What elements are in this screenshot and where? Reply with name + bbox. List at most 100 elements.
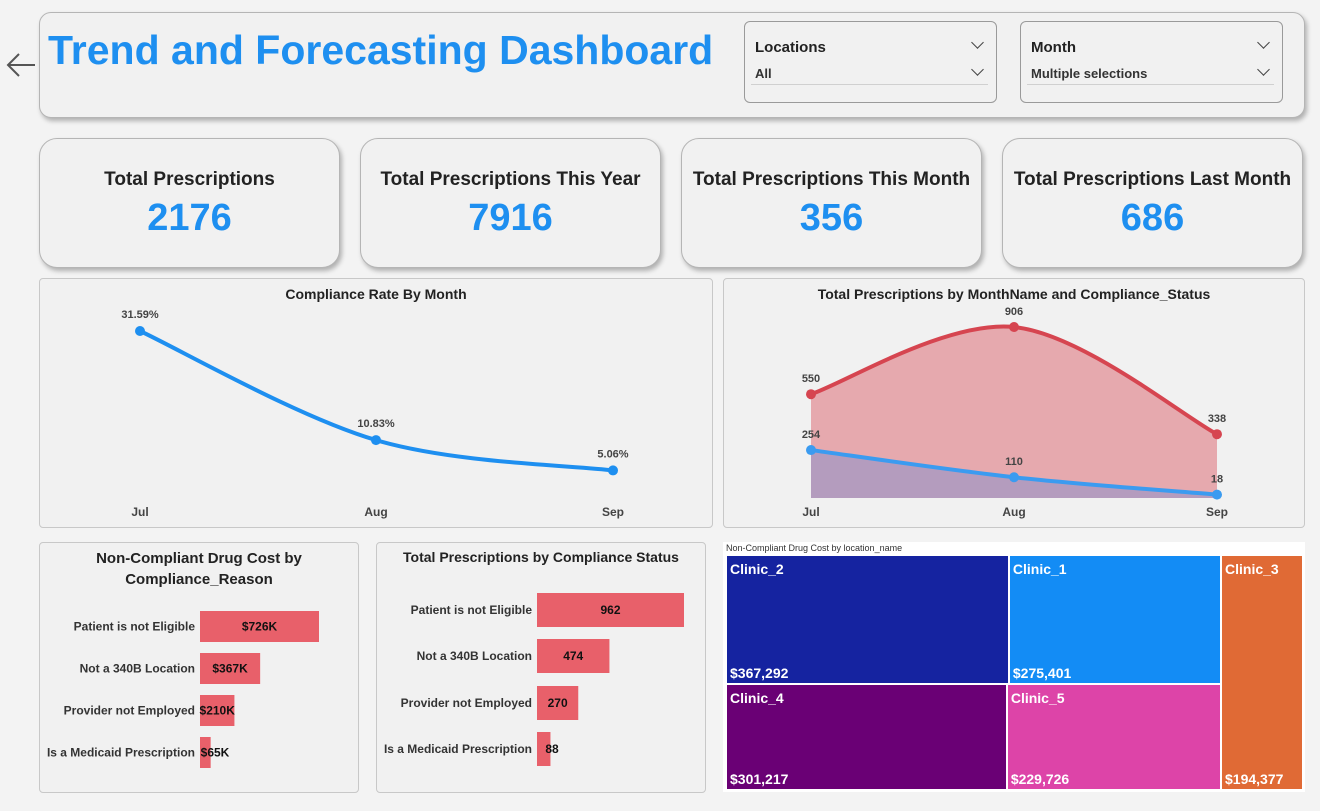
kpi-title: Total Prescriptions This Month <box>692 169 971 190</box>
treemap-tile-clinic-2[interactable]: Clinic_2 $367,292 <box>726 555 1009 684</box>
bar <box>537 732 551 766</box>
data-label: 18 <box>1211 474 1223 486</box>
series-area <box>811 450 1217 498</box>
tile-value: $194,377 <box>1225 771 1284 787</box>
compliance-rate-line <box>139 329 614 473</box>
page-title: Trend and Forecasting Dashboard <box>48 27 714 73</box>
treemap-tile-clinic-3[interactable]: Clinic_3 $194,377 <box>1221 555 1303 790</box>
data-label: 338 <box>1208 413 1226 425</box>
chart-title: Compliance Rate By Month <box>285 286 467 302</box>
data-label: 31.59% <box>121 309 159 321</box>
category-label: Provider not Employed <box>64 704 195 718</box>
data-label: $210K <box>200 704 236 718</box>
tile-name: Clinic_2 <box>730 561 784 577</box>
kpi-title: Total Prescriptions Last Month <box>1013 169 1292 190</box>
chart-title: Total Prescriptions by Compliance Status <box>403 549 679 565</box>
data-point <box>806 445 816 456</box>
data-label: 254 <box>802 429 821 441</box>
tile-value: $275,401 <box>1012 664 1072 681</box>
data-point <box>1212 489 1222 500</box>
kpi-value: 356 <box>799 197 864 239</box>
category-label: Not a 340B Location <box>80 662 195 676</box>
month-dropdown[interactable] <box>1027 62 1274 85</box>
tile-name: Clinic_3 <box>1225 561 1279 577</box>
data-point <box>371 435 381 446</box>
bar <box>537 639 610 673</box>
month-slicer[interactable]: Month Multiple selections <box>1020 21 1283 103</box>
prescriptions-by-month-status-chart[interactable]: Total Prescriptions by MonthName and Com… <box>723 278 1305 528</box>
category-label: Patient is not Eligible <box>74 620 196 634</box>
bar <box>200 695 235 726</box>
tile-name: Clinic_4 <box>730 689 784 706</box>
header-panel: Trend and Forecasting Dashboard Location… <box>39 12 1305 118</box>
prescriptions-by-status-chart[interactable]: Total Prescriptions by Compliance Status… <box>376 542 706 793</box>
bar <box>537 593 684 627</box>
chart-title: Non-Compliant Drug Cost by location_name <box>726 543 903 553</box>
month-slicer-label: Month <box>1031 39 1076 56</box>
data-label: $726K <box>242 620 278 634</box>
category-label: Is a Medicaid Prescription <box>384 742 532 756</box>
bar <box>200 611 319 642</box>
prescriptions-by-status-bars-svg: Patient is not Eligible 962 Not a 340B Loc… <box>384 593 684 766</box>
compliance-rate-line-svg: 31.59% Jul 10.83% Aug 5.06% Sep <box>121 309 628 519</box>
cost-by-reason-bars-svg: Patient is not Eligible $726K Not a 340B L… <box>47 611 319 768</box>
tile-name: Clinic_5 <box>1010 689 1065 706</box>
category-label: Is a Medicaid Prescription <box>47 746 195 760</box>
kpi-title: Total Prescriptions <box>104 169 275 190</box>
kpi-value: 2176 <box>147 197 232 239</box>
noncompliant-cost-treemap[interactable]: Non-Compliant Drug Cost by location_name… <box>723 542 1305 792</box>
locations-slicer[interactable]: Locations All <box>744 21 997 103</box>
locations-dropdown[interactable] <box>751 62 988 85</box>
bar <box>537 686 579 720</box>
data-label: 906 <box>1005 306 1023 318</box>
category-label: Patient is not Eligible <box>411 603 533 617</box>
locations-selected-value: All <box>755 66 772 81</box>
kpi-total-prescriptions: Total Prescriptions 2176 <box>39 138 340 268</box>
treemap-tile-clinic-4[interactable]: Clinic_4 $301,217 <box>726 683 1007 790</box>
tile-value: $301,217 <box>730 770 789 787</box>
tile-name: Clinic_1 <box>1012 561 1067 577</box>
data-label: 88 <box>545 742 559 756</box>
x-tick-label: Jul <box>131 505 148 519</box>
kpi-value: 686 <box>1120 197 1185 239</box>
data-label: 5.06% <box>597 448 628 460</box>
data-point <box>1009 322 1019 332</box>
x-tick-label: Aug <box>364 505 387 519</box>
x-tick-label: Jul <box>802 505 819 519</box>
back-arrow-icon[interactable] <box>4 50 38 80</box>
x-tick-label: Aug <box>1002 505 1025 519</box>
category-label: Not a 340B Location <box>417 649 532 663</box>
data-point <box>806 389 816 400</box>
treemap-area: Clinic_2 $367,292 Clinic_1 $275,401 Clinic_4… <box>726 555 1303 790</box>
bar <box>200 653 261 684</box>
kpi-total-prescriptions-this-month: Total Prescriptions This Month 356 <box>681 138 982 268</box>
data-label: 10.83% <box>357 418 395 430</box>
data-label: $65K <box>201 746 230 760</box>
data-label: 110 <box>1005 456 1023 468</box>
prescriptions-area-svg: 550 906 338 254 110 18 Jul Aug Sep <box>802 306 1228 519</box>
data-label: 270 <box>548 696 568 710</box>
data-label: 550 <box>802 373 820 385</box>
data-point <box>608 465 618 476</box>
category-label: Provider not Employed <box>401 696 532 710</box>
treemap-tile-clinic-1[interactable]: Clinic_1 $275,401 <box>1008 555 1221 684</box>
x-tick-label: Sep <box>602 505 624 519</box>
month-selected-value: Multiple selections <box>1031 66 1148 81</box>
chart-title: Total Prescriptions by MonthName and Com… <box>817 286 1211 302</box>
data-point <box>1212 429 1222 440</box>
kpi-total-prescriptions-this-year: Total Prescriptions This Year 7916 <box>360 138 661 268</box>
chevron-down-icon[interactable] <box>971 36 984 49</box>
treemap-tile-clinic-5[interactable]: Clinic_5 $229,726 <box>1006 683 1221 790</box>
data-label: 962 <box>600 603 620 617</box>
kpi-title: Total Prescriptions This Year <box>380 169 641 190</box>
bar <box>200 737 211 768</box>
compliance-rate-chart[interactable]: Compliance Rate By Month 31.59% Jul 10.83%… <box>39 278 713 528</box>
tile-value: $229,726 <box>1010 770 1070 787</box>
kpi-value: 7916 <box>468 197 553 239</box>
chevron-down-icon[interactable] <box>1257 36 1270 49</box>
data-label: 474 <box>563 649 583 663</box>
noncompliant-cost-by-reason-chart[interactable]: Non-Compliant Drug Cost by Compliance_Re… <box>39 542 359 793</box>
tile-value: $367,292 <box>730 664 789 681</box>
locations-slicer-label: Locations <box>755 39 826 56</box>
data-point <box>1009 472 1019 483</box>
